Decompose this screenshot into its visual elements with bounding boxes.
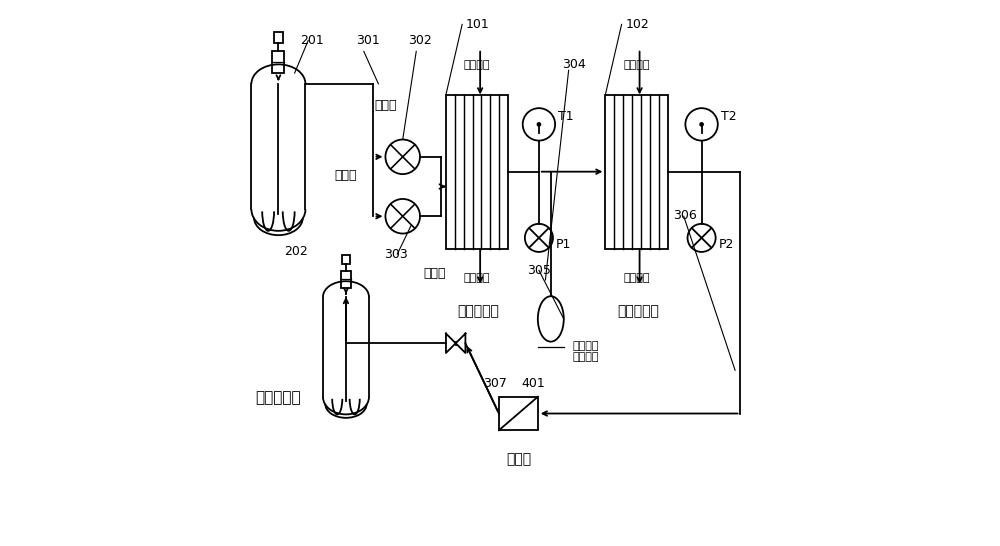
Bar bbox=[342, 256, 350, 264]
Bar bbox=[274, 32, 283, 43]
Text: 冷却液进: 冷却液进 bbox=[464, 60, 490, 70]
Text: 淬灭反应器: 淬灭反应器 bbox=[617, 304, 659, 318]
Text: 背压阀: 背压阀 bbox=[423, 266, 446, 280]
Text: 过滤器: 过滤器 bbox=[506, 453, 531, 466]
Text: 双氧水: 双氧水 bbox=[335, 169, 357, 182]
Text: 冷却液进: 冷却液进 bbox=[623, 60, 650, 70]
Bar bbox=[605, 94, 668, 248]
Text: 306: 306 bbox=[673, 209, 697, 222]
Text: 配置原料液: 配置原料液 bbox=[256, 390, 301, 405]
Text: 冷却液出: 冷却液出 bbox=[623, 274, 650, 283]
Text: P1: P1 bbox=[556, 239, 571, 251]
Text: 101: 101 bbox=[466, 18, 490, 31]
Text: P2: P2 bbox=[718, 239, 734, 251]
Text: 201: 201 bbox=[300, 34, 324, 47]
Text: 305: 305 bbox=[527, 264, 551, 277]
Text: 303: 303 bbox=[384, 247, 408, 260]
Text: 氧化反应器: 氧化反应器 bbox=[457, 304, 499, 318]
Text: 亚硫酸氢
钠水溶液: 亚硫酸氢 钠水溶液 bbox=[573, 341, 599, 362]
Circle shape bbox=[537, 123, 541, 126]
Circle shape bbox=[700, 123, 703, 126]
Text: 301: 301 bbox=[356, 34, 379, 47]
Text: 302: 302 bbox=[408, 34, 432, 47]
Text: 进料泵: 进料泵 bbox=[374, 99, 397, 112]
Text: T1: T1 bbox=[558, 110, 573, 123]
Bar bbox=[272, 51, 284, 73]
Bar bbox=[341, 271, 351, 288]
Bar bbox=[446, 94, 508, 248]
Text: 102: 102 bbox=[626, 18, 650, 31]
Text: 304: 304 bbox=[562, 58, 585, 72]
Bar bbox=[499, 397, 538, 430]
Text: T2: T2 bbox=[721, 110, 736, 123]
Text: 冷却液出: 冷却液出 bbox=[464, 274, 490, 283]
Text: 307: 307 bbox=[483, 377, 507, 390]
Text: 202: 202 bbox=[284, 245, 308, 258]
Text: 401: 401 bbox=[522, 377, 545, 390]
